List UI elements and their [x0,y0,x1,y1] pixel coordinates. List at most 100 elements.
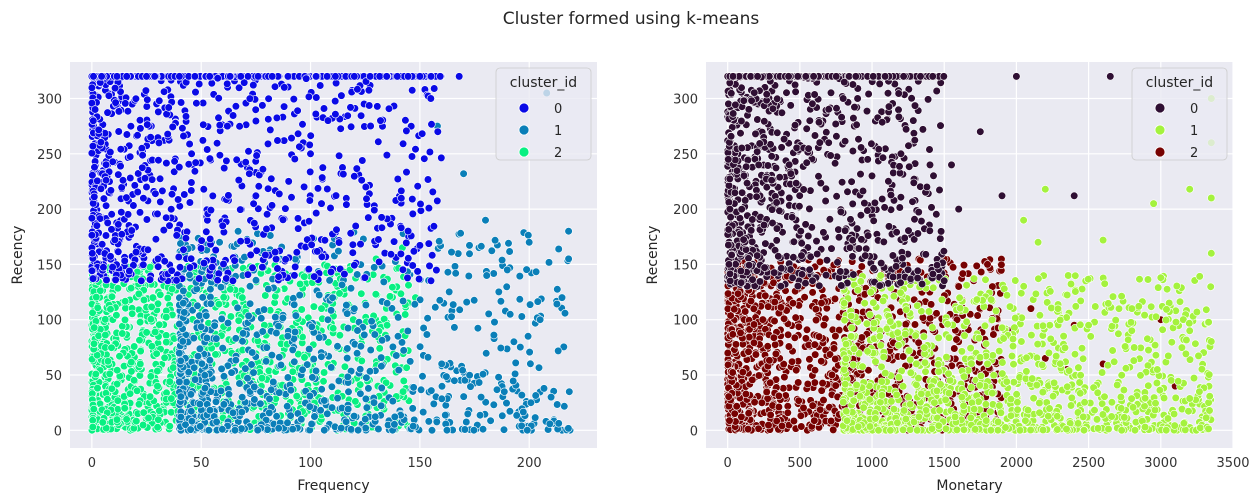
point [366,72,375,81]
point [236,237,245,246]
point [167,394,176,403]
point [309,354,318,364]
x-tick-label: 100 [298,456,323,471]
point [382,151,392,160]
point [814,332,824,341]
point [462,298,471,307]
point [228,408,238,417]
point [375,257,384,267]
point [524,231,533,240]
point [258,327,267,336]
point [203,145,212,154]
x-tick-label: 0 [724,456,732,471]
point [199,259,209,268]
point [831,381,840,390]
point [826,416,836,426]
point [180,190,189,199]
point [404,227,413,236]
point [489,331,499,340]
point [125,266,134,276]
point [248,348,257,357]
point [142,215,151,224]
point [278,313,288,323]
point [361,182,370,192]
point [106,252,115,261]
point [496,343,505,353]
point [460,425,470,434]
point [470,296,479,305]
point [192,99,201,108]
point [168,122,177,131]
point [296,279,305,289]
point [346,284,356,293]
point [181,112,191,121]
point [784,342,794,351]
point [179,286,188,296]
point [817,298,826,308]
point [348,248,357,257]
legend-label: 2 [554,146,562,161]
point [987,315,997,325]
point [779,384,788,393]
point [413,267,422,276]
point [172,276,181,285]
point [317,385,326,394]
point [397,194,406,203]
point [162,313,171,322]
point [313,247,322,256]
point [290,300,299,309]
y-tick-label: 0 [54,424,62,439]
point [736,328,745,338]
point [136,124,145,133]
point [459,392,468,401]
point [305,196,314,205]
x-tick-label: 150 [407,456,432,471]
point [223,79,232,88]
point [215,238,224,247]
point [298,365,307,374]
point [306,149,315,158]
point [827,370,837,380]
point [175,72,184,81]
point [181,234,190,243]
point [272,113,282,122]
point [794,396,803,405]
point [465,371,474,380]
point [305,140,314,149]
point [757,398,767,407]
point [331,110,340,119]
point [450,323,459,332]
point [185,139,194,149]
point [169,363,178,372]
point [356,380,365,389]
point [373,102,382,111]
point [260,305,269,314]
point [323,116,333,125]
point [281,204,290,213]
point [515,295,524,304]
point [185,263,195,272]
point [111,275,120,285]
point [331,191,341,200]
point [343,309,352,318]
point [517,312,526,321]
point [509,337,519,346]
point [237,408,246,417]
point [811,350,820,359]
point [305,345,314,354]
point [155,96,164,105]
point [766,378,775,387]
point [343,372,352,382]
y-axis-label: Recency [10,226,26,285]
point [98,240,107,249]
point [156,197,165,206]
point [187,254,196,263]
point [810,416,819,425]
point [244,147,253,156]
point [160,87,169,96]
point [343,344,352,353]
point [365,367,375,376]
point [489,400,498,409]
point [384,104,394,113]
point [190,363,199,372]
